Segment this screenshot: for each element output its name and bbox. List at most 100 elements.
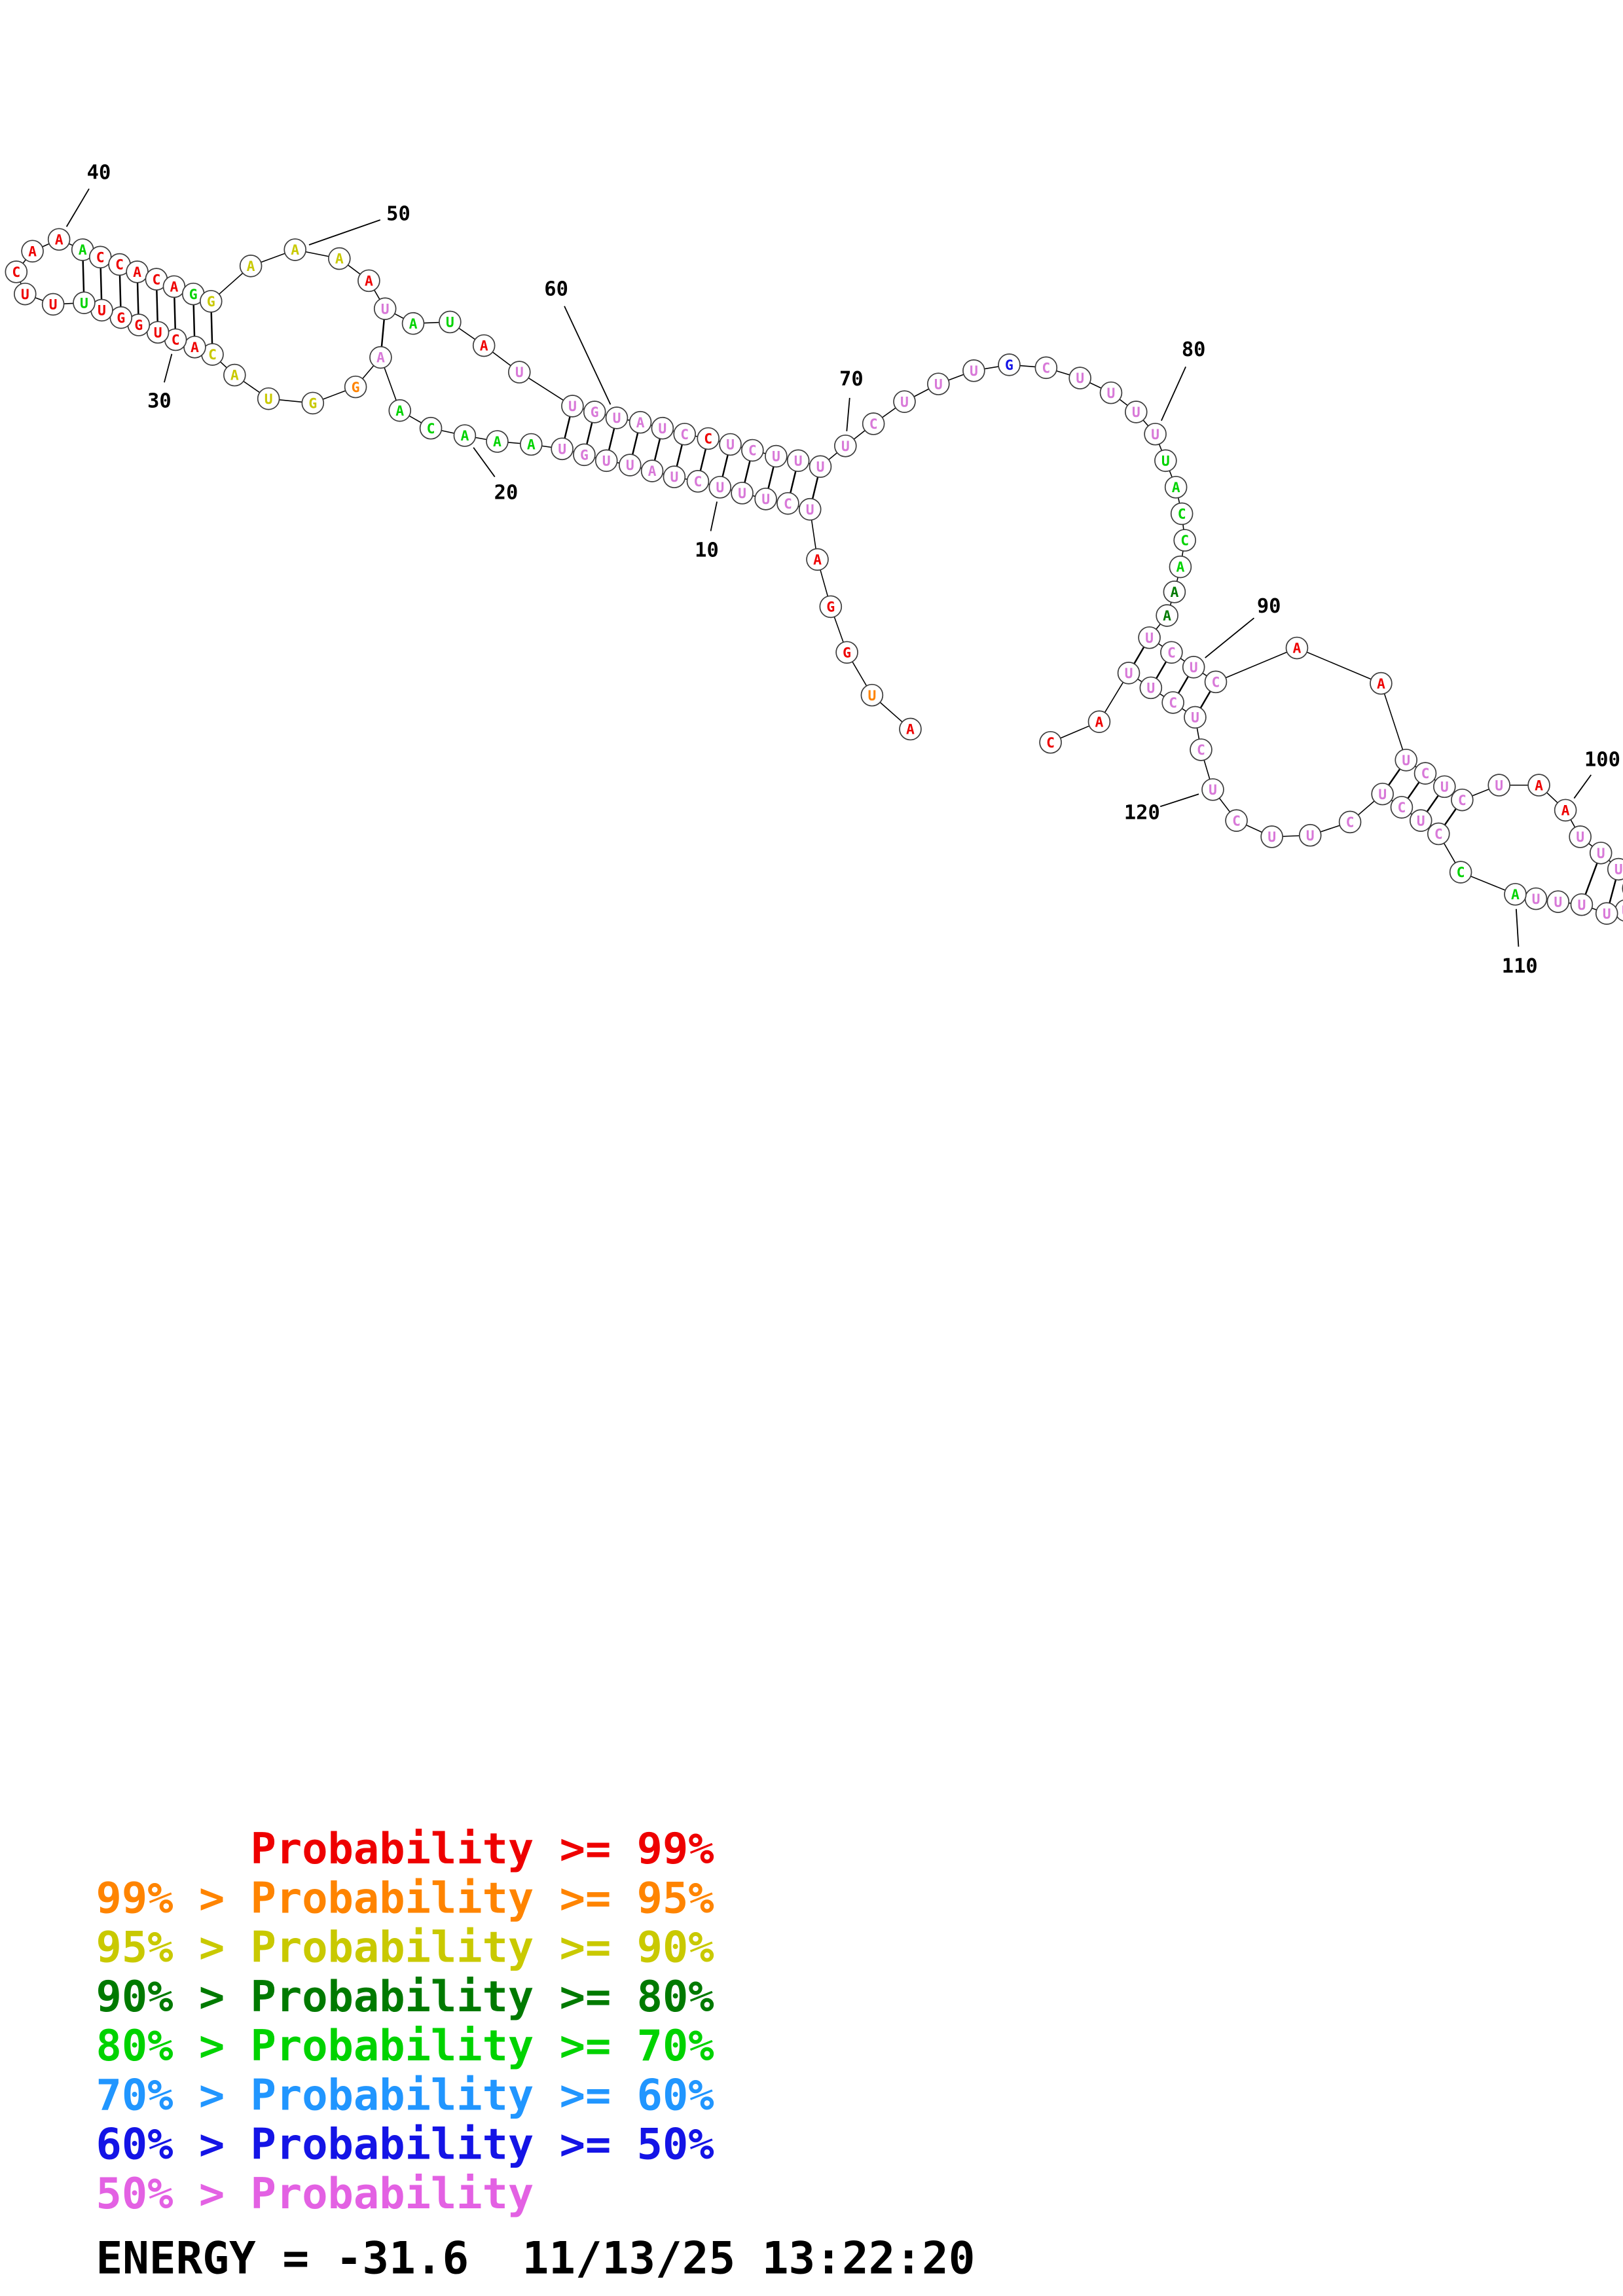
nucleotide-letter: U [670, 469, 678, 486]
nucleotide-circle [401, 312, 425, 335]
nucleotide-letter: A [365, 274, 373, 290]
nucleotide-letter: A [170, 279, 178, 296]
nucleotide-letter: U [1622, 903, 1623, 920]
nucleotide-circle [1338, 810, 1362, 834]
nucleotide-letter: U [1107, 386, 1116, 402]
nucleotide-circle [47, 228, 71, 251]
nucleotide-circle [1034, 356, 1058, 380]
nucleotide-letter: C [694, 474, 702, 490]
nucleotide-letter: A [906, 722, 915, 738]
nucleotide-circle [1433, 775, 1456, 798]
nucleotide-letter: U [1402, 753, 1410, 769]
nucleotide-circle [21, 240, 44, 263]
nucleotide-letter: U [1603, 906, 1611, 922]
nucleotide-circle [1427, 822, 1450, 846]
nucleotide-circle [1164, 476, 1188, 499]
nucleotide-circle [14, 282, 37, 306]
legend-item-7: 50% > Probability [96, 2169, 534, 2219]
nucleotide-circle [1395, 748, 1418, 772]
nucleotide-circle [1225, 809, 1248, 832]
nucleotide-letter: C [1180, 533, 1189, 549]
nucleotide-letter: A [55, 232, 64, 248]
nucleotide-letter: C [869, 416, 878, 433]
nucleotide-letter: C [1178, 507, 1186, 523]
nucleotide-letter: A [636, 415, 645, 431]
nucleotide-circle [328, 247, 351, 270]
position-label: 70 [839, 368, 864, 391]
nucleotide-circle [1099, 381, 1123, 404]
nucleotide-letter: G [591, 404, 599, 421]
nucleotide-letter: U [1125, 666, 1133, 682]
nucleotide-letter: U [626, 457, 634, 474]
nucleotide-circle [754, 488, 777, 511]
position-label-leader [1159, 793, 1199, 808]
nucleotide-circle [776, 492, 799, 515]
nucleotide-letter: C [172, 332, 180, 349]
nucleotide-letter: U [21, 287, 29, 303]
nucleotide-circle [453, 424, 477, 447]
nucleotide-circle [1087, 710, 1111, 733]
nucleotide-letter: C [1398, 800, 1406, 816]
nucleotide-circle [686, 470, 710, 493]
nucleotide-circle [1451, 788, 1474, 812]
nucleotide-letter: C [427, 421, 435, 437]
nucleotide-letter: A [1535, 778, 1543, 794]
nucleotide-letter: G [352, 380, 360, 396]
nucleotide-circle [1589, 841, 1613, 865]
nucleotide-letter: U [1378, 787, 1387, 803]
nucleotide-letter: U [154, 325, 162, 341]
legend-item-0: Probability >= 99% [96, 1824, 714, 1874]
nucleotide-letter: C [1346, 815, 1355, 831]
nucleotide-letter: A [493, 434, 501, 450]
position-label-leader [473, 447, 496, 478]
nucleotide-circle [1260, 825, 1283, 848]
nucleotide-letter: A [1176, 560, 1184, 576]
nucleotide-letter: U [1161, 453, 1170, 469]
nucleotide-circle [605, 406, 629, 429]
nucleotide-letter: G [308, 396, 317, 412]
position-label-leader [1161, 366, 1186, 422]
nucleotide-letter: U [49, 297, 58, 314]
nucleotide-circle [439, 310, 462, 334]
nucleotide-letter: A [1163, 608, 1171, 624]
nucleotide-circle [1390, 796, 1413, 819]
nucleotide-circle [834, 434, 857, 457]
nucleotide-circle [1285, 636, 1309, 660]
nucleotide-letter: A [409, 316, 418, 332]
nucleotide-letter: U [794, 453, 803, 469]
nucleotide-letter: U [658, 421, 666, 437]
nucleotide-letter: U [726, 437, 735, 454]
nucleotide-circle [893, 390, 916, 413]
legend-item-3: 90% > Probability >= 80% [96, 1972, 714, 2022]
nucleotide-circle [283, 238, 307, 261]
position-label-leader [1515, 908, 1520, 947]
nucleotide-letter: U [1145, 630, 1154, 647]
nucleotide-circle [344, 375, 367, 399]
nucleotide-letter: G [189, 287, 198, 303]
nucleotide-letter: A [1172, 480, 1180, 496]
nucleotide-letter: A [230, 368, 239, 384]
nucleotide-circle [1409, 809, 1432, 832]
nucleotide-circle [1173, 529, 1196, 552]
nucleotide-circle [819, 595, 843, 619]
position-label: 40 [87, 161, 111, 184]
nucleotide-circle [860, 683, 884, 707]
position-label-leader [1205, 617, 1254, 658]
nucleotide-letter: U [816, 459, 825, 475]
nucleotide-circle [1138, 626, 1161, 649]
position-label: 50 [386, 202, 410, 225]
nucleotide-letter: A [335, 251, 344, 268]
nucleotide-letter: U [515, 365, 524, 381]
position-label-leader [308, 219, 381, 245]
nucleotide-circle [1163, 581, 1186, 603]
nucleotide-letter: U [568, 399, 577, 415]
nucleotide-letter: U [1306, 828, 1315, 844]
nucleotide-circle [388, 399, 412, 422]
nucleotide-circle [373, 297, 397, 320]
nucleotide-circle [1546, 890, 1570, 913]
nucleotide-letter: U [1151, 427, 1159, 443]
position-label-leader [846, 397, 850, 431]
nucleotide-letter: C [96, 249, 105, 266]
nucleotide-circle [663, 465, 686, 488]
